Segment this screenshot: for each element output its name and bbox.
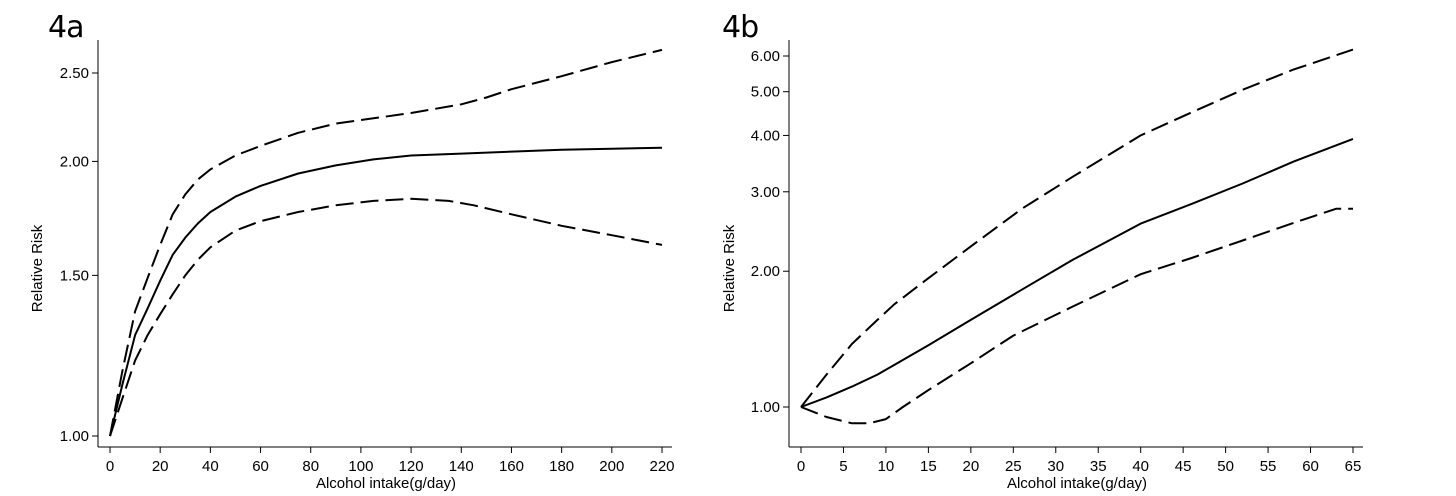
panel-label-4a: 4a <box>48 10 84 45</box>
y-tick-label-4a: 1.50 <box>60 267 89 284</box>
estimate-line-4b-0 <box>800 137 1354 408</box>
y-tick-label-4b: 6.00 <box>751 48 780 65</box>
x-tick-label-4a: 180 <box>549 458 574 475</box>
y-tick-label-4b: 2.00 <box>751 263 780 280</box>
y-tick-label-4a: 2.00 <box>60 153 89 170</box>
x-tick-label-4b: 65 <box>1345 458 1362 475</box>
x-tick-label-4a: 80 <box>302 458 319 475</box>
ci-line-4a-2 <box>109 197 663 437</box>
y-tick-label-4a: 1.00 <box>60 428 89 445</box>
x-tick-label-4a: 100 <box>348 458 373 475</box>
x-tick-label-4b: 30 <box>1047 458 1064 475</box>
x-tick-label-4a: 120 <box>399 458 424 475</box>
x-tick-label-4a: 20 <box>152 458 169 475</box>
x-tick-label-4a: 60 <box>252 458 269 475</box>
estimate-line-4a-0 <box>109 146 663 437</box>
x-tick-label-4a: 40 <box>202 458 219 475</box>
y-tick-label-4b: 3.00 <box>751 184 780 201</box>
x-tick-label-4a: 200 <box>599 458 624 475</box>
x-tick-label-4b: 25 <box>1005 458 1022 475</box>
ci-line-4a-1 <box>109 48 663 437</box>
y-tick-label-4b: 1.00 <box>751 399 780 416</box>
x-tick-label-4b: 20 <box>963 458 980 475</box>
x-tick-label-4b: 55 <box>1260 458 1277 475</box>
y-tick-label-4a: 2.50 <box>60 65 89 82</box>
x-tick-label-4b: 40 <box>1132 458 1149 475</box>
x-tick-label-4b: 50 <box>1217 458 1234 475</box>
ci-line-4b-1 <box>800 48 1354 408</box>
x-tick-label-4b: 60 <box>1302 458 1319 475</box>
x-tick-label-4a: 140 <box>449 458 474 475</box>
x-tick-label-4b: 45 <box>1175 458 1192 475</box>
x-tick-label-4b: 0 <box>797 458 805 475</box>
x-tick-label-4b: 5 <box>839 458 847 475</box>
x-axis-title-4b: Alcohol intake(g/day) <box>1007 475 1147 492</box>
y-tick-label-4b: 4.00 <box>751 127 780 144</box>
x-tick-label-4a: 0 <box>106 458 114 475</box>
x-tick-label-4b: 35 <box>1090 458 1107 475</box>
y-axis-title-4b: Relative Risk <box>721 224 738 312</box>
ci-line-4b-2 <box>800 207 1353 425</box>
x-tick-label-4a: 160 <box>499 458 524 475</box>
x-axis-title-4a: Alcohol intake(g/day) <box>316 475 456 492</box>
panel-label-4b: 4b <box>722 10 759 45</box>
x-tick-label-4b: 10 <box>878 458 895 475</box>
y-axis-title-4a: Relative Risk <box>29 224 46 312</box>
x-tick-label-4b: 15 <box>920 458 937 475</box>
y-tick-label-4b: 5.00 <box>751 84 780 101</box>
x-tick-label-4a: 220 <box>649 458 674 475</box>
